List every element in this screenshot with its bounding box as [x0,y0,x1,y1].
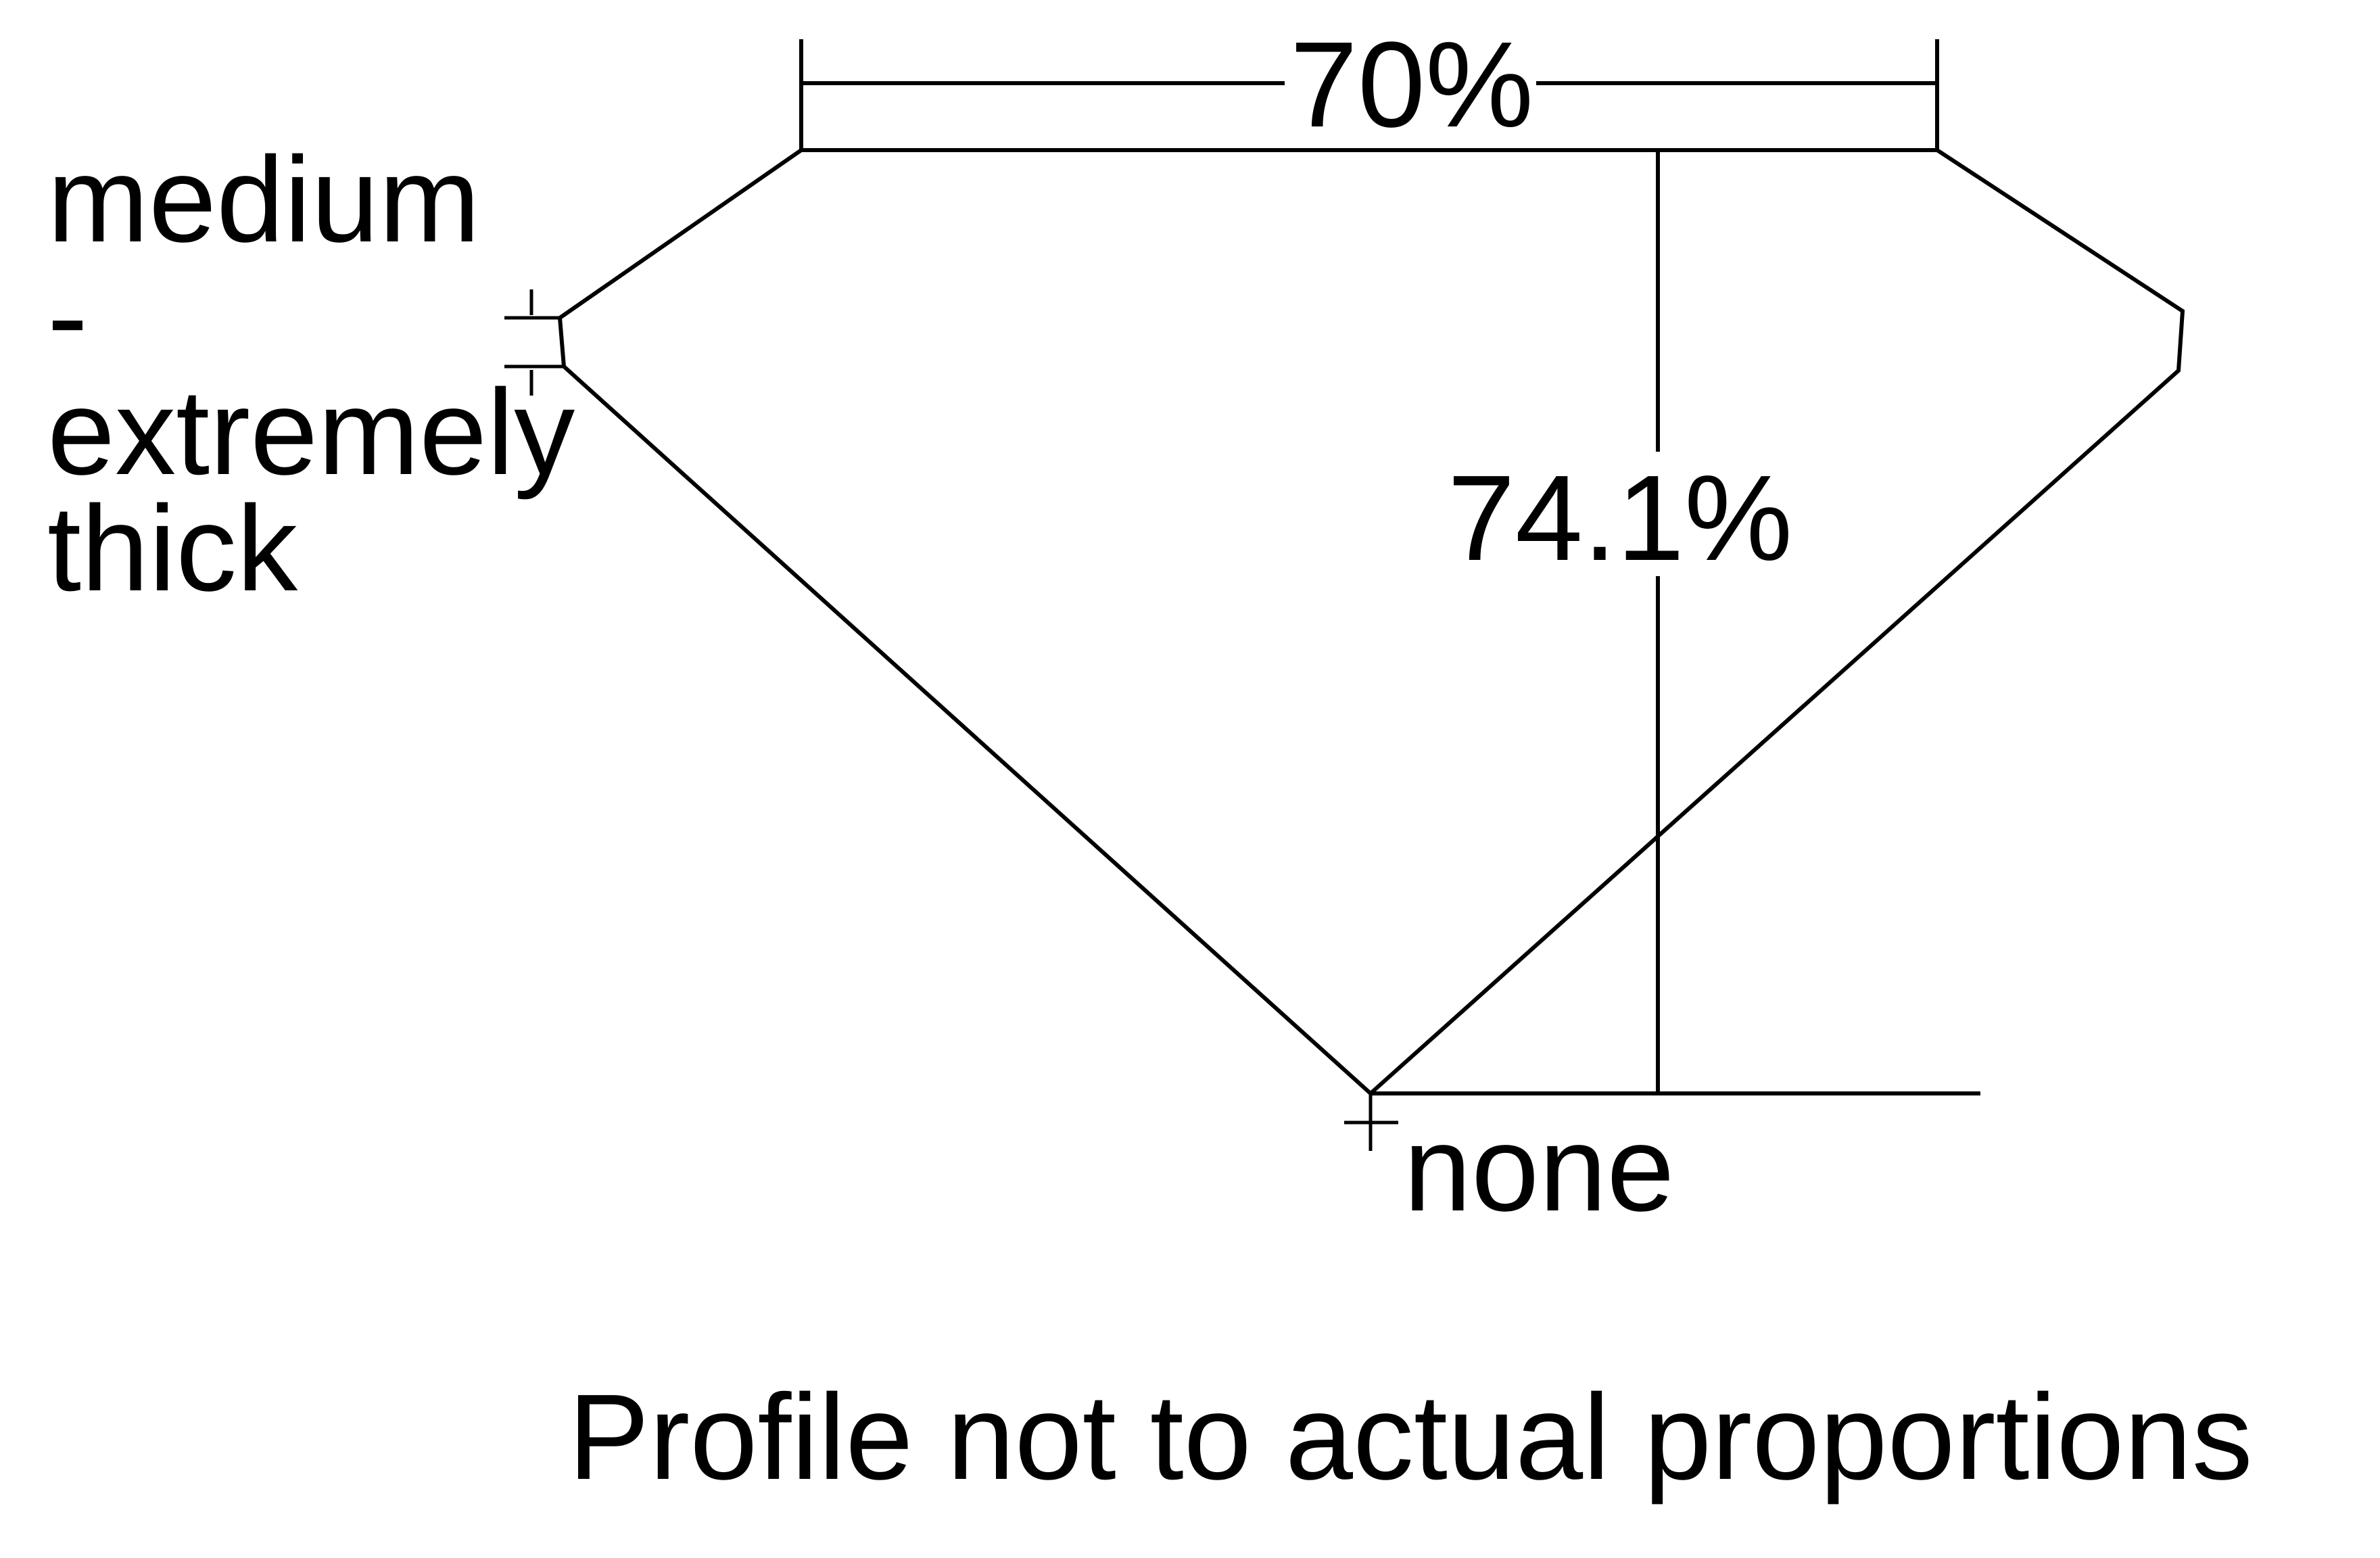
girdle-thickness-label-line-1: medium [47,132,480,268]
table-width-label: 70% [1290,17,1533,153]
caption: Profile not to actual proportions [568,1369,2252,1505]
girdle-thickness-label-line-3: extremely [47,364,575,500]
total-depth-label: 74.1% [1448,450,1792,586]
diamond-profile-outline [557,148,2185,1097]
girdle-thickness-label: medium - extremely thick [47,132,575,617]
girdle-thickness-label-line-2: - [47,248,88,384]
culet-size-label: none [1404,1101,1674,1237]
girdle-thickness-label-line-4: thick [47,481,298,617]
